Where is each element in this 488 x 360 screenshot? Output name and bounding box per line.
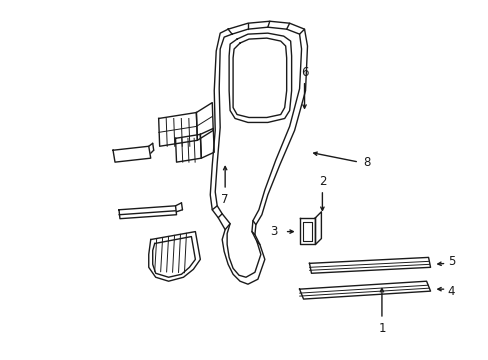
Text: 5: 5	[447, 255, 454, 268]
Text: 1: 1	[377, 322, 385, 336]
Text: 2: 2	[318, 175, 325, 189]
Text: 4: 4	[447, 285, 454, 298]
Text: 6: 6	[300, 66, 307, 79]
Text: 3: 3	[269, 225, 277, 238]
Text: 8: 8	[363, 156, 370, 168]
Text: 7: 7	[221, 193, 228, 206]
